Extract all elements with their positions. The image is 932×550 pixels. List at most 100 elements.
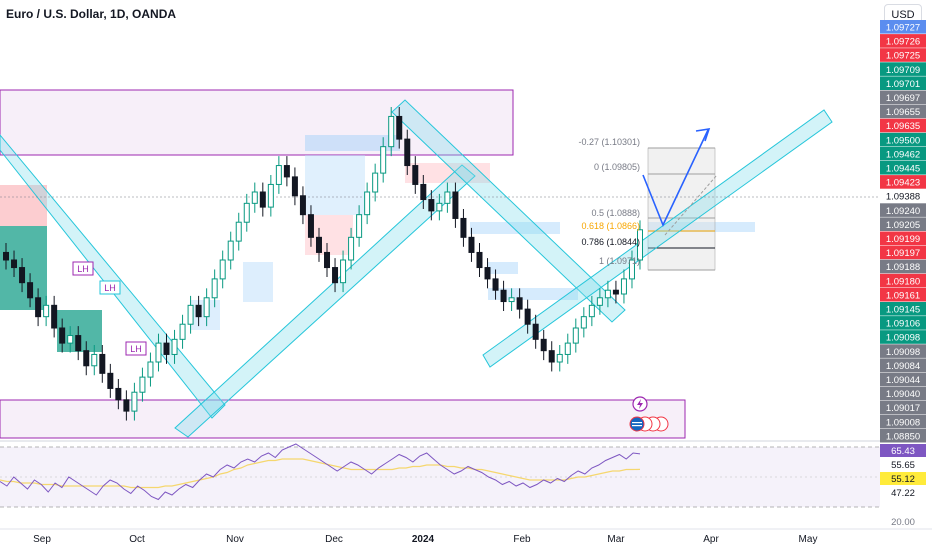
price-label-bg xyxy=(880,161,926,175)
price-label-bg xyxy=(880,104,926,119)
lh-annotation-2: LH xyxy=(99,280,121,295)
descending-channel-2 xyxy=(391,99,626,323)
candle-body xyxy=(444,191,451,204)
chart-title: Euro / U.S. Dollar, 1D, OANDA xyxy=(6,7,177,21)
price-label: 1.09106 xyxy=(886,319,920,330)
price-label-bg xyxy=(880,358,926,372)
candle-body xyxy=(283,165,290,178)
price-label: 1.09423 xyxy=(886,178,920,189)
price-label: 1.09040 xyxy=(886,389,920,400)
candle-body xyxy=(420,183,427,201)
candle-body xyxy=(484,267,491,280)
candle-body xyxy=(51,304,58,329)
price-label-bg xyxy=(880,62,926,76)
price-label-bg xyxy=(880,302,926,316)
rsi-label: 47.22 xyxy=(891,488,915,499)
candle-body xyxy=(637,229,643,261)
candle-body xyxy=(612,289,619,295)
lh-label-1: LH xyxy=(77,264,89,274)
price-label: 1.09098 xyxy=(886,333,920,344)
candle-body xyxy=(275,165,282,185)
fib-label-0: 0 (1.09805) xyxy=(594,162,640,172)
candle-body xyxy=(171,338,178,355)
candle-body xyxy=(107,372,114,389)
price-label-bg xyxy=(880,76,926,90)
candle-body xyxy=(468,236,475,253)
lh-label-2: LH xyxy=(104,283,116,293)
fib-label-05: 0.5 (1.0888) xyxy=(591,208,640,218)
time-label: Mar xyxy=(607,534,625,545)
price-label: 1.09098 xyxy=(886,347,920,358)
candle-body xyxy=(428,199,435,212)
fib-label-neg027: -0.27 (1.10301) xyxy=(578,137,640,147)
rsi-label: 55.12 xyxy=(891,474,915,485)
fib-blue-band xyxy=(648,222,755,232)
rsi-pane xyxy=(0,440,880,508)
rsi-label-bg xyxy=(880,444,926,457)
price-label: 1.09205 xyxy=(886,220,920,231)
candle-body xyxy=(388,115,395,148)
supply-zone xyxy=(0,89,514,156)
candle-body xyxy=(532,323,539,340)
price-label-bg xyxy=(880,245,926,260)
projection-arrow-head xyxy=(695,128,711,142)
candle-body xyxy=(43,304,50,318)
price-label: 1.09008 xyxy=(886,417,920,428)
red-order-block xyxy=(0,185,47,226)
price-label: 1.09188 xyxy=(886,262,920,273)
blue-zone-5 xyxy=(488,288,578,300)
candle-body xyxy=(203,297,210,318)
price-label: 1.09500 xyxy=(886,135,920,146)
candle-body xyxy=(508,297,515,303)
candle-body xyxy=(243,202,250,223)
candle-body xyxy=(147,361,154,378)
candle-body xyxy=(195,304,202,318)
rsi-scale[interactable]: 65.43 55.65 55.12 47.22 20.00 xyxy=(880,444,926,528)
price-scale[interactable]: 1.09727 1.09726 1.09725 1.09709 1.09701 1.096… xyxy=(880,20,926,443)
candle-body xyxy=(476,251,483,269)
candle-body xyxy=(548,350,555,363)
rsi-label-bg xyxy=(880,486,926,499)
candle-body xyxy=(580,316,587,329)
rsi-label-bg xyxy=(880,472,926,485)
lh-annotation-1: LH xyxy=(72,261,94,276)
candle-body xyxy=(299,195,306,216)
fib-labels: -0.27 (1.10301) 0 (1.09805) 0.5 (1.0888)… xyxy=(578,137,640,266)
fib-label-0618: 0.618 (1.0866) xyxy=(581,221,640,231)
candle-body xyxy=(315,236,322,253)
price-label-bg xyxy=(880,231,926,246)
price-label-bg xyxy=(880,118,926,133)
candle-body xyxy=(436,202,443,212)
lh-label-3: LH xyxy=(130,344,142,354)
candle-body xyxy=(139,376,146,393)
candle-body xyxy=(163,342,170,355)
blue-zone-7 xyxy=(488,262,518,274)
candle-body xyxy=(291,176,298,197)
time-label: Dec xyxy=(325,534,343,545)
price-label-bg xyxy=(880,132,926,147)
zones-layer xyxy=(0,89,880,439)
price-label-bg xyxy=(880,146,926,161)
us-flag-events-icon[interactable] xyxy=(629,416,669,432)
lightning-icon[interactable] xyxy=(632,396,648,412)
price-label: 1.09145 xyxy=(886,305,920,316)
price-label: 1.09701 xyxy=(886,79,920,90)
price-label-bg xyxy=(880,259,926,274)
time-label: Sep xyxy=(33,534,51,545)
candle-body xyxy=(267,183,274,208)
price-label-bg xyxy=(880,34,926,48)
candle-body xyxy=(396,115,403,140)
price-label-bg xyxy=(880,330,926,344)
candle-body xyxy=(211,278,218,299)
candle-body xyxy=(251,191,258,204)
price-label-bg xyxy=(880,344,926,358)
candle-body xyxy=(27,282,34,299)
candle-body xyxy=(131,391,138,412)
price-label: 1.09655 xyxy=(886,107,920,118)
price-label: 1.09197 xyxy=(886,248,920,259)
candle-body xyxy=(67,335,74,344)
price-label-bg xyxy=(880,217,926,231)
fib-box xyxy=(647,147,716,271)
time-axis[interactable]: Sep Oct Nov Dec 2024 Feb Mar Apr May xyxy=(0,528,932,545)
